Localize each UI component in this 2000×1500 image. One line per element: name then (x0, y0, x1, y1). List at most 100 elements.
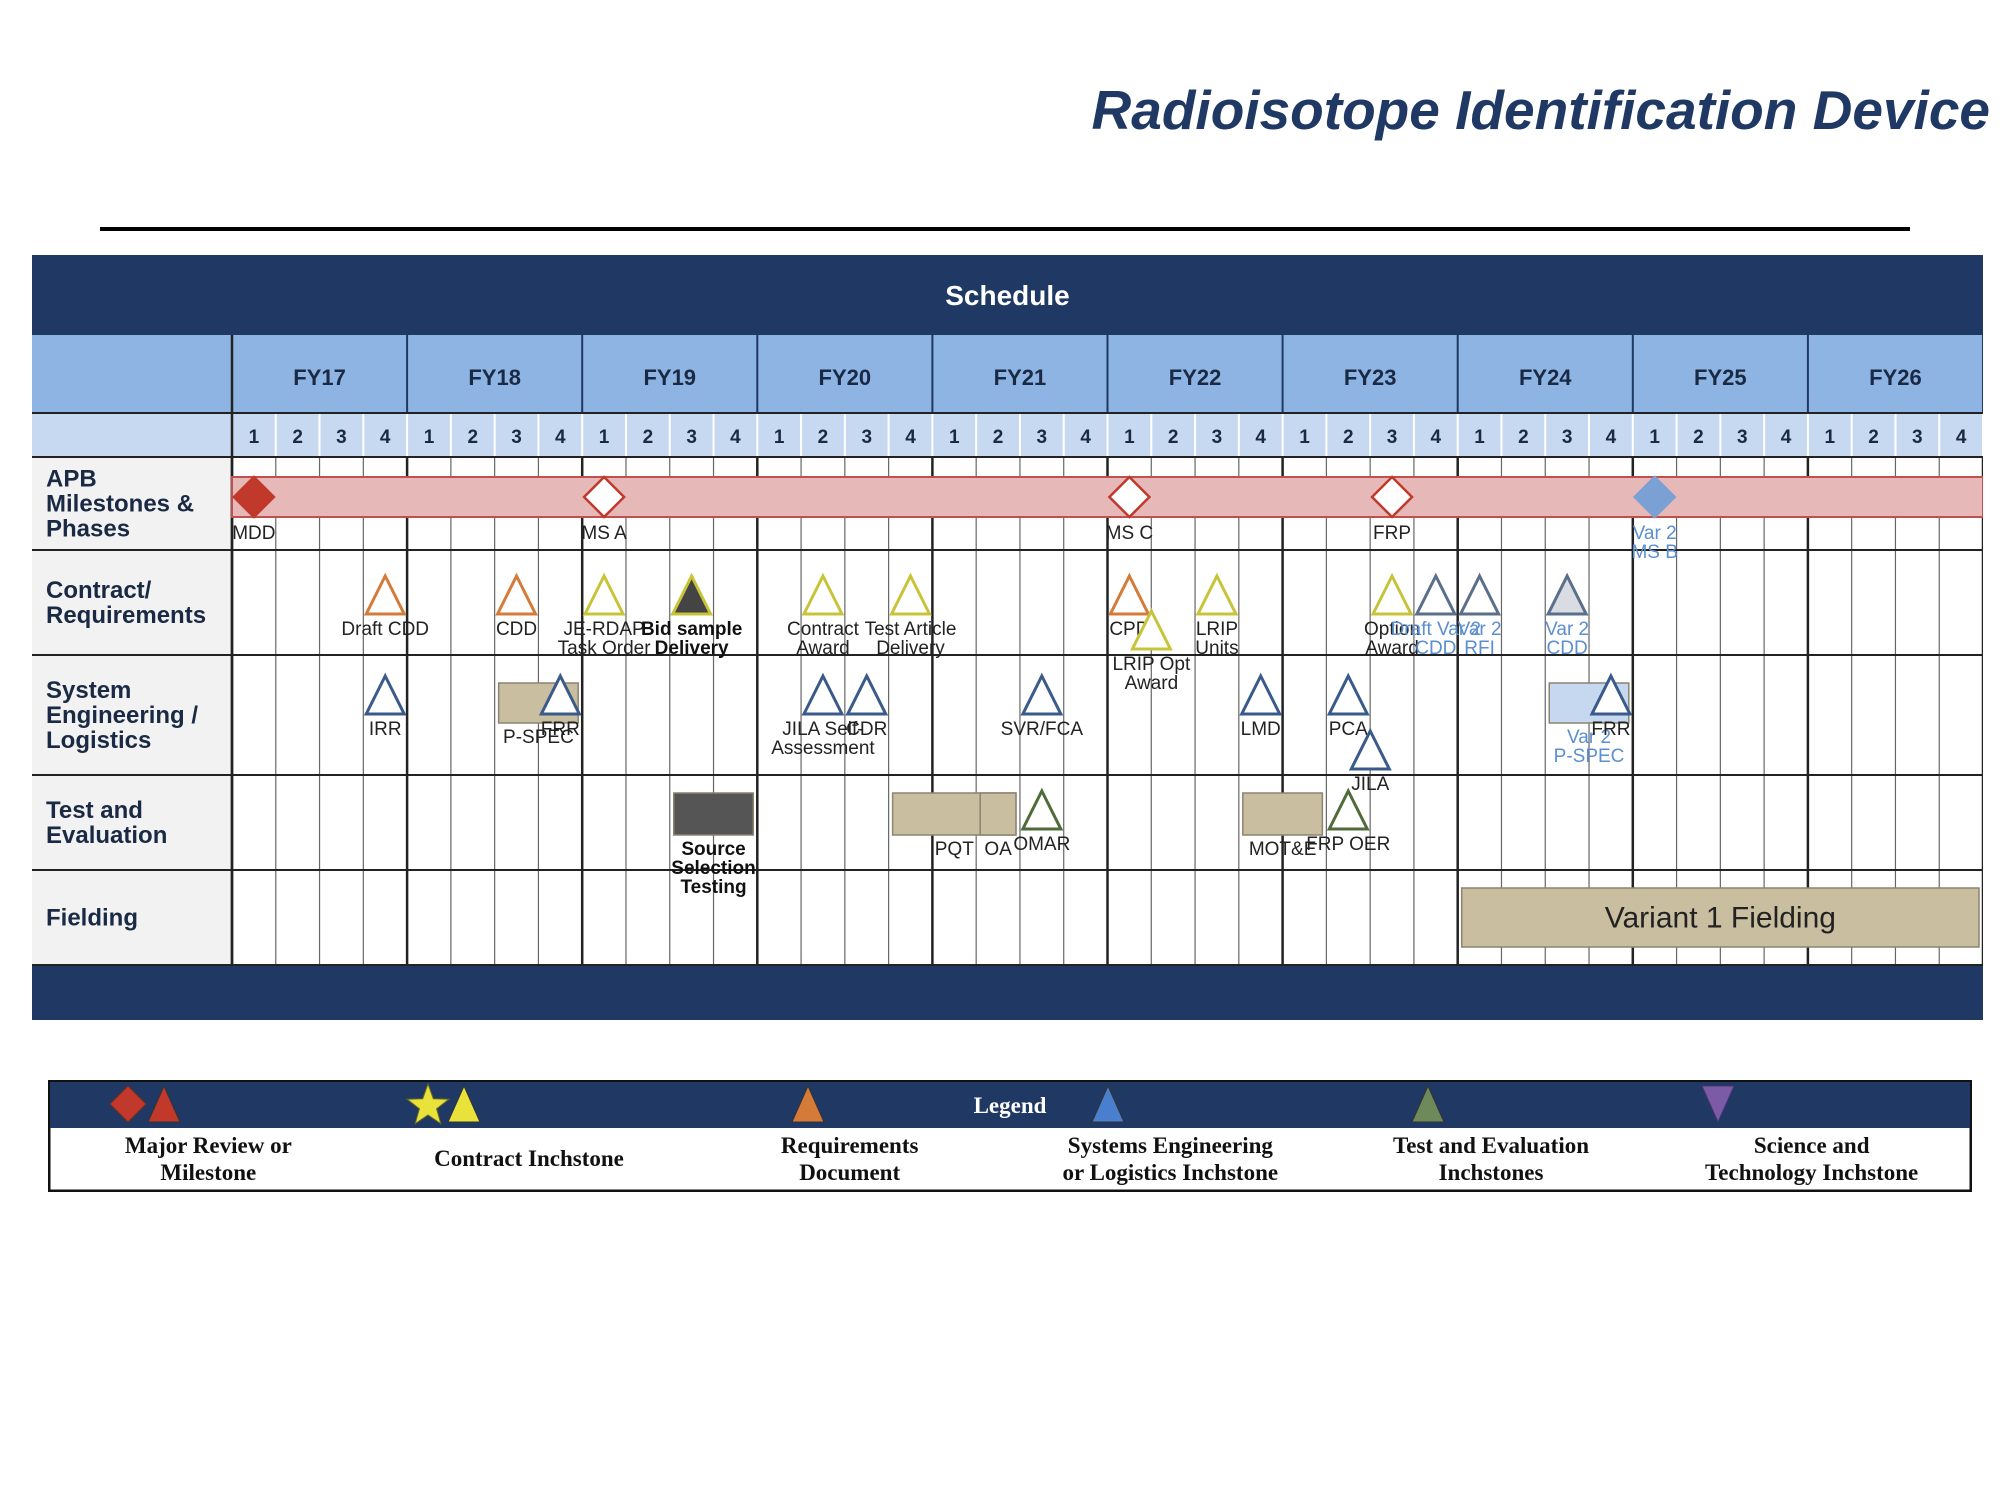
quarter-label: 2 (292, 427, 303, 448)
milestone-label: FRP (1373, 523, 1411, 544)
quarter-label: 3 (861, 427, 872, 448)
quarter-label: 1 (249, 427, 260, 448)
row-label: Phases (46, 516, 130, 543)
milestone-triangle (1020, 787, 1064, 831)
milestone-label: FRP OER (1306, 834, 1390, 855)
milestone-label: Draft CDD (341, 619, 429, 640)
milestone-triangle (1129, 607, 1173, 651)
row-label: System (46, 677, 131, 704)
milestone-diamond (232, 475, 276, 519)
quarter-label: 4 (555, 427, 566, 448)
legend-item-label: Document (799, 1160, 900, 1185)
milestone-label: Var 2 (1545, 619, 1589, 640)
milestone-triangle (582, 572, 626, 616)
quarter-label: 1 (1649, 427, 1660, 448)
quarter-label: 3 (336, 427, 347, 448)
triangle-icon (1091, 1084, 1125, 1123)
milestone-triangle (889, 572, 932, 616)
inverted-triangle-icon (1701, 1085, 1735, 1124)
milestone-label: SVR/FCA (1001, 719, 1084, 740)
milestone-label: Option (1364, 619, 1420, 640)
milestone-triangle (1326, 672, 1370, 716)
milestone-label: Test Article (865, 619, 957, 640)
quarter-label: 2 (1868, 427, 1879, 448)
row-label: Test and (46, 797, 143, 824)
fiscal-year-label: FY26 (1869, 365, 1922, 390)
milestone-triangle (670, 572, 714, 616)
legend: Legend Major Review or Milestone Contract I… (47, 1079, 1973, 1193)
milestone-label: IRR (369, 719, 402, 740)
milestone-diamond (582, 475, 626, 519)
milestone-triangle (1458, 572, 1502, 616)
legend-item-label: Contract Inchstone (434, 1146, 624, 1171)
quarter-label: 4 (1431, 427, 1442, 448)
activity-label: P-SPEC (1554, 746, 1625, 767)
milestone-triangle (1589, 672, 1633, 716)
quarter-label: 3 (1562, 427, 1573, 448)
legend-item-label: Test and Evaluation (1393, 1133, 1589, 1158)
activity-label: Testing (680, 877, 746, 898)
quarter-label: 3 (1387, 427, 1398, 448)
milestone-label: CDR (846, 719, 887, 740)
milestone-label: FRR (1591, 719, 1630, 740)
quarter-label: 3 (1037, 427, 1048, 448)
activity-label: Var 2 (1567, 727, 1611, 748)
milestone-label: Award (1365, 638, 1419, 659)
quarter-label: 2 (993, 427, 1004, 448)
milestone-label: Bid sample (641, 619, 742, 640)
milestone-label: Award (1125, 673, 1179, 694)
activity-bar (1460, 887, 1980, 948)
milestone-label: LMD (1241, 719, 1281, 740)
quarter-label: 4 (1781, 427, 1792, 448)
activity-label: Variant 1 Fielding (1605, 902, 1836, 935)
milestone-triangle (1239, 672, 1283, 716)
schedule-chart: Schedule FY17 1 2 3 4 FY18 1 2 3 4 FY19 1 2 3 4 FY20 1 2 3 4… (32, 255, 1985, 1020)
schedule-footer-band (32, 965, 1983, 1020)
quarter-header-band (32, 413, 1983, 457)
activity-bar (979, 792, 1017, 836)
milestone-label: Units (1195, 638, 1238, 659)
legend-item-label: Major Review or (125, 1133, 292, 1158)
legend-item-label: Science and (1754, 1133, 1870, 1158)
milestone-label: MS B (1631, 542, 1677, 563)
row-label: Requirements (46, 602, 206, 629)
apb-phase-bar (231, 476, 1984, 518)
activity-bar (1242, 792, 1324, 836)
legend-item-label: Inchstones (1439, 1160, 1544, 1185)
quarter-label: 4 (730, 427, 741, 448)
milestone-diamond (1107, 475, 1152, 519)
legend-item-label: Technology Inchstone (1705, 1160, 1918, 1185)
quarter-label: 4 (380, 427, 391, 448)
fiscal-year-label: FY25 (1694, 365, 1747, 390)
milestone-triangle (363, 672, 407, 716)
page-title: Radioisotope Identification Device (1091, 79, 1990, 141)
quarter-label: 4 (1255, 427, 1266, 448)
diamond-icon (109, 1085, 147, 1123)
milestone-label: Contract (787, 619, 860, 640)
activity-label: Selection (671, 858, 755, 879)
milestone-label: LRIP (1196, 619, 1238, 640)
quarter-label: 2 (1168, 427, 1179, 448)
title-divider (100, 227, 1910, 231)
row-label: Logistics (46, 727, 151, 754)
quarter-label: 1 (1124, 427, 1135, 448)
fy-header-band (32, 335, 1983, 413)
milestone-label: Draft Var 2 (1391, 619, 1481, 640)
quarter-label: 1 (599, 427, 610, 448)
quarter-label: 2 (643, 427, 654, 448)
milestone-label: Award (796, 638, 850, 659)
quarter-label: 1 (774, 427, 785, 448)
triangle-icon (1411, 1084, 1445, 1123)
milestone-label: Var 2 (1633, 523, 1677, 544)
quarter-label: 4 (905, 427, 916, 448)
milestone-label: Var 2 (1458, 619, 1502, 640)
schedule-canvas: Schedule FY17 1 2 3 4 FY18 1 2 3 4 FY19 1 2 3 4 FY20 1 2 3 4… (32, 255, 1985, 1020)
milestone-triangle (801, 572, 845, 616)
fiscal-year-label: FY19 (643, 365, 696, 390)
legend-title: Legend (974, 1093, 1047, 1118)
row-label: Milestones & (46, 491, 194, 518)
quarter-label: 1 (1299, 427, 1310, 448)
milestone-label: Assessment (771, 738, 875, 759)
row-label-column (32, 457, 232, 965)
